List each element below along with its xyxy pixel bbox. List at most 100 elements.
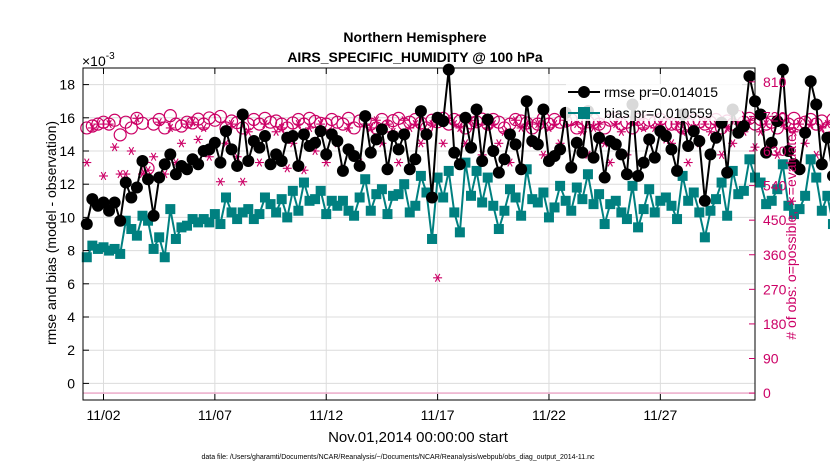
x-tick-label: 11/17 (421, 407, 455, 423)
rmse-point (403, 163, 416, 176)
rmse-point (637, 156, 650, 169)
bias-point (248, 214, 259, 225)
y-axis-right-label: # of obs: o=possible, ∗=evaluated (783, 126, 799, 339)
chart-title-line-2: AIRS_SPECIFIC_HUMIDITY @ 100 hPa (287, 49, 543, 65)
bias-point (371, 189, 382, 200)
bias-point (510, 192, 521, 203)
bias-point (365, 205, 376, 216)
obs-evaluated-point (121, 169, 131, 179)
rmse-point (136, 154, 149, 167)
bias-point (638, 204, 649, 215)
bias-point (321, 209, 332, 220)
obs-possible-point (113, 128, 127, 142)
bias-point (488, 200, 499, 211)
obs-possible-point (224, 114, 239, 128)
bias-point (755, 177, 766, 188)
rmse-point (258, 130, 271, 143)
obs-evaluated-point (149, 152, 159, 161)
rmse-point (370, 133, 383, 146)
bias-point (660, 192, 671, 203)
bias-point (594, 189, 605, 200)
bias-point (588, 199, 599, 210)
bias-point (165, 204, 176, 215)
y-right-tick-label: 630 (763, 143, 787, 159)
rmse-point (353, 159, 366, 172)
rmse-point (164, 148, 177, 161)
y-right-tick-label: 0 (763, 385, 771, 401)
x-axis-label: Nov.01,2014 00:00:00 start (328, 429, 509, 446)
rmse-point (492, 166, 505, 179)
bias-point (193, 217, 204, 228)
y-tick-label: 10 (59, 209, 75, 225)
obs-evaluated-point (672, 119, 682, 129)
rmse-point (659, 130, 672, 143)
y-axis-label: rmse and bias (model - observation) (43, 121, 59, 345)
bias-point (633, 222, 644, 233)
obs-evaluated-point (616, 127, 626, 136)
legend-box (566, 84, 742, 121)
y-tick-label: 16 (59, 110, 75, 126)
bias-point (254, 209, 265, 220)
obs-possible-point (826, 113, 830, 126)
bias-point (499, 205, 510, 216)
legend: rmse pr=0.014015 bias pr=0.010559 (566, 84, 742, 121)
rmse-point (381, 163, 394, 176)
bias-point (332, 200, 343, 211)
bias-point (159, 252, 170, 263)
bias-point (315, 185, 326, 196)
bias-point (276, 194, 287, 205)
bias-point (722, 210, 733, 221)
bias-point (232, 214, 243, 225)
bias-point (243, 204, 254, 215)
rmse-point (119, 176, 132, 189)
bias-point (143, 215, 154, 226)
bias-point (388, 190, 399, 201)
bias-point (516, 210, 527, 221)
bias-point (571, 182, 582, 193)
bias-point (504, 184, 515, 195)
rmse-point (275, 154, 288, 167)
bias-point (81, 252, 92, 263)
rmse-point (470, 103, 483, 116)
obs-evaluated-point (410, 119, 420, 129)
rmse-point (208, 136, 221, 149)
bias-point (777, 159, 788, 170)
bias-point (293, 205, 304, 216)
obs-evaluated-point (371, 116, 381, 125)
obs-evaluated-point (254, 158, 264, 167)
obs-evaluated-point (822, 119, 830, 129)
rmse-point (487, 145, 500, 157)
obs-evaluated-point (550, 119, 560, 129)
bias-point (788, 209, 799, 220)
rmse-point (754, 108, 767, 121)
rmse-point (593, 131, 606, 144)
bias-point (543, 212, 554, 223)
obs-evaluated-point (572, 119, 582, 129)
rmse-point (286, 130, 299, 143)
rmse-point (687, 125, 700, 138)
rmse-point (459, 111, 472, 124)
bias-point (560, 195, 571, 206)
rmse-point (359, 110, 372, 123)
bias-point (215, 219, 226, 230)
rmse-point (554, 143, 567, 156)
bias-point (137, 210, 148, 221)
rmse-point (826, 170, 830, 182)
rmse-point (426, 191, 439, 204)
rmse-point (799, 126, 812, 139)
legend-marker-bias (578, 107, 590, 119)
rmse-point (292, 159, 305, 172)
rmse-point (465, 141, 478, 154)
rmse-point (192, 158, 205, 171)
x-tick-label: 11/12 (309, 407, 343, 423)
rmse-point (815, 158, 828, 171)
obs-evaluated-point (594, 119, 604, 129)
rmse-point (570, 136, 583, 149)
bias-point (421, 187, 432, 198)
bias-point (438, 192, 449, 203)
obs-evaluated-point (132, 114, 142, 123)
obs-evaluated-point (165, 123, 175, 133)
rmse-point (442, 63, 455, 76)
bias-point (493, 224, 504, 235)
